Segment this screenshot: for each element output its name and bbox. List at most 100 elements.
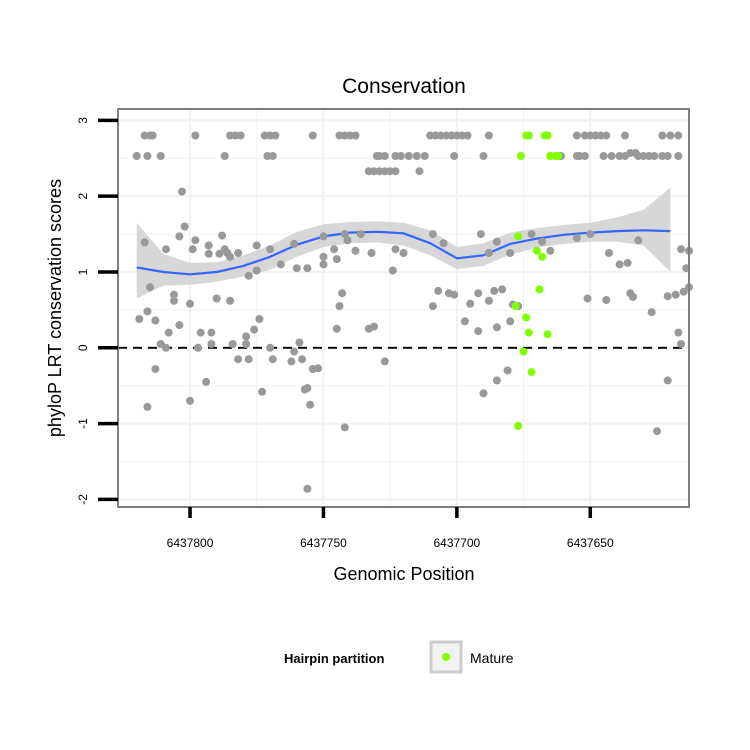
point-other-154 — [298, 355, 307, 364]
point-mature-3 — [524, 131, 533, 140]
point-other-116 — [546, 246, 555, 255]
point-mature-14 — [524, 328, 533, 337]
point-other-92 — [356, 230, 365, 239]
point-other-174 — [207, 328, 216, 337]
y-tick-label-0: -2 — [76, 494, 90, 505]
y-tick-label-3: 1 — [76, 268, 90, 275]
point-other-0 — [132, 152, 141, 160]
point-other-193 — [583, 294, 592, 303]
point-other-119 — [605, 249, 613, 257]
point-other-132 — [164, 328, 173, 337]
point-other-82 — [204, 249, 213, 258]
point-other-151 — [287, 357, 296, 366]
point-other-83 — [226, 252, 235, 261]
point-other-175 — [428, 302, 437, 311]
point-mature-12 — [511, 302, 520, 311]
point-other-140 — [212, 294, 221, 303]
point-other-127 — [143, 307, 152, 316]
point-other-88 — [266, 245, 275, 254]
point-other-102 — [292, 264, 301, 273]
point-other-185 — [492, 323, 501, 332]
point-other-46 — [479, 152, 488, 160]
point-other-194 — [602, 296, 611, 304]
point-other-157 — [306, 400, 315, 409]
point-other-111 — [484, 249, 493, 257]
point-other-168 — [202, 377, 211, 386]
point-other-25 — [396, 152, 405, 160]
point-other-192 — [503, 366, 512, 375]
point-other-206 — [653, 427, 661, 436]
point-other-104 — [340, 230, 349, 239]
point-mature-11 — [535, 285, 544, 294]
point-other-170 — [242, 332, 251, 341]
point-mature-9 — [532, 246, 541, 255]
point-other-5 — [156, 152, 165, 160]
x-tick-label-0: 6437800 — [167, 536, 214, 550]
point-other-106 — [252, 266, 261, 275]
point-other-165 — [380, 357, 389, 366]
point-other-4 — [148, 131, 157, 140]
x-axis-title: Genomic Position — [333, 564, 474, 584]
point-other-100 — [319, 232, 328, 241]
point-other-205 — [663, 376, 672, 385]
point-other-108 — [319, 260, 328, 269]
point-other-186 — [498, 285, 507, 294]
point-other-71 — [674, 131, 683, 140]
point-mature-10 — [538, 252, 547, 261]
point-other-97 — [399, 249, 408, 257]
point-other-187 — [506, 317, 515, 326]
point-other-94 — [351, 246, 360, 255]
point-other-169 — [258, 387, 267, 396]
point-other-147 — [268, 355, 277, 364]
points — [132, 131, 693, 493]
point-other-103 — [332, 255, 341, 264]
point-other-73 — [631, 149, 640, 157]
point-other-43 — [463, 131, 472, 140]
point-other-184 — [490, 286, 499, 295]
point-other-190 — [479, 389, 488, 398]
point-other-75 — [215, 249, 224, 258]
point-other-138 — [196, 328, 205, 337]
point-other-131 — [170, 296, 178, 305]
point-other-178 — [450, 290, 459, 299]
point-other-128 — [151, 316, 160, 325]
point-other-76 — [218, 231, 227, 240]
point-other-123 — [677, 245, 685, 254]
point-other-54 — [621, 131, 629, 140]
point-other-7 — [220, 152, 229, 160]
x-tick-label-1: 6437750 — [300, 536, 347, 550]
point-other-136 — [162, 343, 170, 352]
point-other-181 — [474, 327, 483, 336]
point-other-45 — [450, 152, 459, 160]
point-other-166 — [340, 423, 349, 432]
point-other-33 — [415, 167, 424, 176]
point-other-198 — [663, 292, 672, 301]
point-other-95 — [367, 249, 376, 257]
point-other-149 — [250, 325, 259, 334]
legend-label-mature: Mature — [470, 650, 514, 666]
point-other-93 — [343, 236, 352, 245]
point-other-167 — [303, 484, 312, 493]
point-other-86 — [188, 245, 197, 254]
point-other-126 — [135, 315, 144, 323]
y-axis-title: phyloP LRT conservation scores — [45, 179, 65, 437]
point-other-64 — [650, 152, 659, 160]
point-other-105 — [244, 271, 253, 280]
point-other-91 — [330, 245, 339, 254]
point-other-89 — [290, 239, 299, 248]
point-other-96 — [391, 245, 400, 254]
point-other-130 — [162, 245, 170, 254]
point-other-79 — [175, 232, 184, 241]
point-other-68 — [599, 152, 608, 160]
point-other-160 — [335, 302, 344, 311]
point-other-80 — [191, 236, 200, 245]
point-other-164 — [370, 322, 379, 331]
point-other-16 — [308, 131, 317, 140]
point-other-6 — [191, 131, 200, 140]
point-other-74 — [178, 187, 186, 196]
point-other-109 — [388, 266, 397, 275]
legend-key-mature-point — [442, 653, 450, 661]
point-other-153 — [290, 347, 299, 356]
point-other-20 — [351, 131, 360, 140]
